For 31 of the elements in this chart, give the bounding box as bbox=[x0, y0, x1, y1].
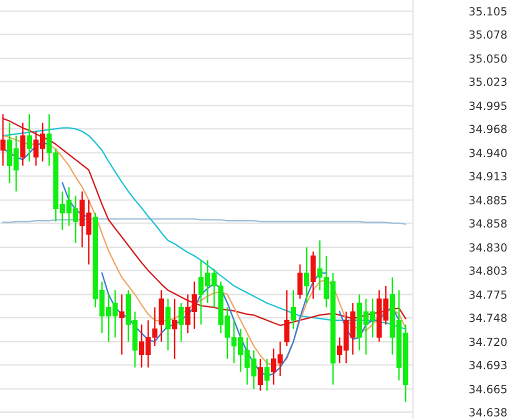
y-tick-label: 35.050 bbox=[469, 54, 507, 63]
y-tick-label: 34.638 bbox=[469, 408, 507, 417]
y-tick-label: 35.078 bbox=[469, 30, 507, 39]
y-tick-label: 35.023 bbox=[469, 78, 507, 86]
y-tick-label: 34.720 bbox=[469, 338, 507, 346]
y-tick-label: 34.748 bbox=[469, 314, 507, 322]
y-tick-label: 34.858 bbox=[469, 219, 507, 228]
candlestick bbox=[297, 264, 303, 300]
y-tick-label: 34.913 bbox=[469, 172, 507, 180]
candlestick bbox=[258, 358, 263, 392]
candlestick bbox=[304, 246, 310, 304]
y-tick-label: 34.693 bbox=[469, 360, 507, 370]
y-tick-label: 34.775 bbox=[469, 290, 506, 299]
candlestick bbox=[264, 358, 270, 392]
y-tick-label: 35.105 bbox=[469, 7, 506, 16]
y-tick-label: 34.803 bbox=[469, 266, 507, 275]
candlestick bbox=[119, 294, 124, 356]
candlestick bbox=[26, 114, 32, 162]
candlestick bbox=[172, 298, 178, 360]
candlestick bbox=[178, 302, 184, 342]
y-tick-label: 34.665 bbox=[469, 384, 506, 394]
candlestick bbox=[290, 290, 296, 330]
candlestick bbox=[165, 298, 171, 352]
y-tick-label: 34.940 bbox=[469, 148, 507, 158]
candlestick bbox=[284, 290, 290, 347]
y-tick-label: 34.968 bbox=[469, 124, 507, 134]
y-tick-label: 34.885 bbox=[469, 196, 506, 204]
candlestick bbox=[20, 122, 26, 166]
candlestick bbox=[0, 114, 6, 166]
y-tick-label: 34.995 bbox=[469, 102, 506, 110]
y-tick-label: 34.830 bbox=[469, 243, 507, 252]
